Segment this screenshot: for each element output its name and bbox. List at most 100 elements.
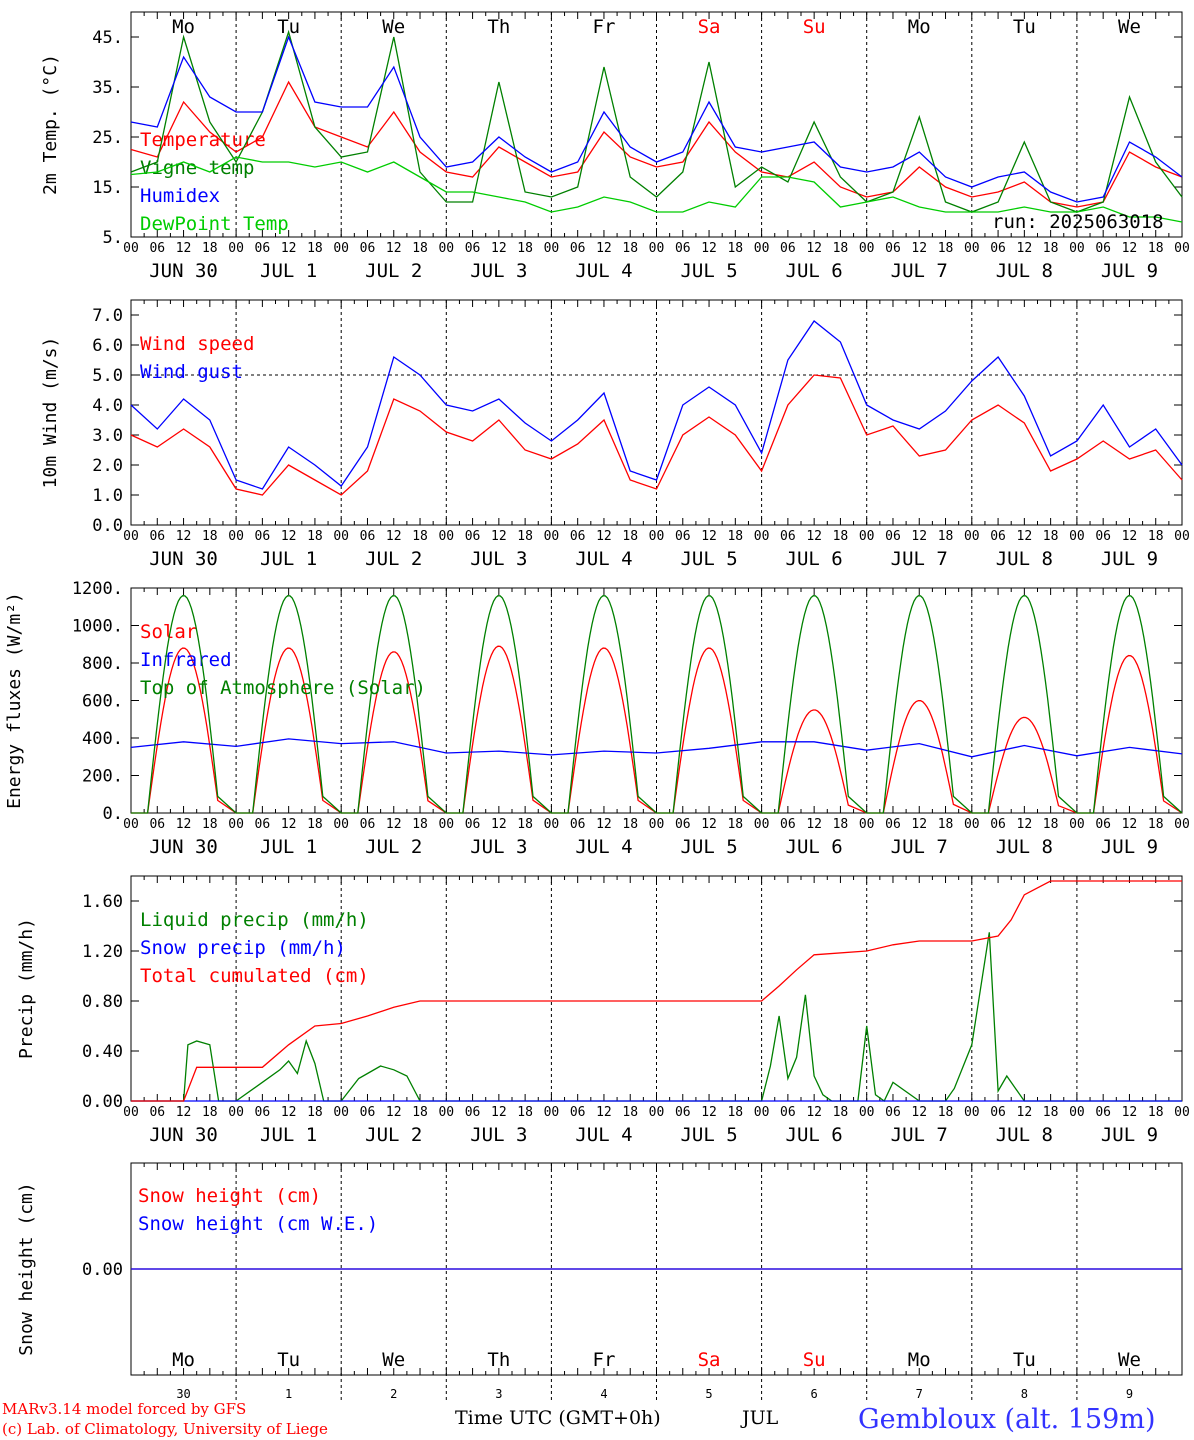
hour-tick-label: 12 [281,1105,297,1120]
hour-tick-label: 12 [701,1105,717,1120]
hour-tick-label: 18 [833,1105,849,1120]
y-tick-label: 400. [82,729,123,749]
hour-tick-label: 06 [675,529,691,544]
hour-tick-label: 00 [1069,241,1085,256]
model-credit: MARv3.14 model forced by GFS [2,1400,246,1418]
y-tick-label: 4.0 [92,396,123,416]
hour-tick-label: 12 [1017,529,1033,544]
panel-snow: 0.00 Snow height (cm) Snow height (cm) Snow… [16,1162,1183,1401]
panel-temperature: 5. 15. 25. 35. 45. 2m Temp. (°C) Temperature Vi… [40,11,1190,282]
series-line-0 [130,374,1183,496]
hour-tick-label: 18 [622,1105,638,1120]
hour-tick-label: 12 [1017,817,1033,832]
weekday-label: Sa [698,1349,721,1371]
hour-tick-label: 06 [990,1105,1006,1120]
legend-entry: Vigne temp [140,157,254,179]
hour-tick-label: 06 [990,241,1006,256]
legend-entry: DewPoint Temp [140,213,289,235]
hour-tick-label: 00 [544,817,560,832]
hour-tick-label: 06 [885,241,901,256]
y-tick-label: 3.0 [92,426,123,446]
date-label: JUL 4 [575,1124,632,1146]
hour-tick-label: 12 [596,817,612,832]
hour-tick-label: 00 [754,241,770,256]
hour-tick-label: 12 [281,241,297,256]
y-axis-label: Precip (mm/h) [16,918,37,1059]
legend-entry: Top of Atmosphere (Solar) [140,677,426,699]
hour-tick-label: 18 [727,529,743,544]
weekday-label: Su [803,1349,826,1371]
hour-tick-label: 12 [1122,817,1138,832]
hour-tick-label: 18 [307,529,323,544]
hour-tick-label: 18 [938,1105,954,1120]
hour-tick-label: 18 [517,817,533,832]
weekday-label: Tu [1013,16,1036,38]
hour-tick-label: 06 [1095,1105,1111,1120]
y-tick-label: 6.0 [92,336,123,356]
hour-tick-label: 18 [1148,1105,1164,1120]
date-label: JUL 2 [365,836,422,858]
legend-entry: Temperature [140,129,266,151]
hour-tick-label: 00 [649,241,665,256]
weekday-label: Th [487,16,510,38]
hour-tick-label: 18 [307,241,323,256]
weekday-label: Tu [277,1349,300,1371]
hour-tick-label: 00 [964,241,980,256]
hour-tick-label: 00 [228,1105,244,1120]
hour-tick-label: 00 [228,817,244,832]
legend-entry: Wind gust [140,361,243,383]
y-axis-label: 2m Temp. (°C) [40,54,61,195]
hour-tick-label: 12 [596,529,612,544]
date-label: JUL 2 [365,1124,422,1146]
legend-entry: Humidex [140,185,220,207]
y-tick-label: 5.0 [92,366,123,386]
hour-tick-label: 00 [859,241,875,256]
date-label: JUN 30 [149,260,218,282]
hour-tick-label: 06 [149,817,165,832]
y-tick-label: 1000. [72,617,123,637]
y-tick-label: 1.0 [92,486,123,506]
hour-tick-label: 18 [938,241,954,256]
date-label: JUN 30 [149,836,218,858]
date-label: JUL 3 [470,548,527,570]
hour-tick-label: 06 [255,1105,271,1120]
hour-tick-label: 18 [727,817,743,832]
date-label: JUL 6 [786,836,843,858]
day-number-label: 6 [811,1387,818,1401]
date-label: JUL 6 [786,260,843,282]
hour-tick-label: 18 [938,529,954,544]
date-label: JUL 5 [680,260,737,282]
day-number-label: 4 [600,1387,607,1401]
date-label: JUL 4 [575,836,632,858]
weekday-label: We [1118,1349,1141,1371]
date-label: JUL 8 [996,260,1053,282]
hour-tick-label: 12 [1122,529,1138,544]
hour-tick-label: 06 [1095,529,1111,544]
hour-tick-label: 18 [1043,241,1059,256]
copyright-credit: (c) Lab. of Climatology, University of L… [2,1420,328,1438]
hour-tick-label: 00 [123,817,139,832]
y-tick-label: 0.80 [82,992,123,1012]
hour-tick-label: 00 [333,1105,349,1120]
date-label: JUL 4 [575,548,632,570]
time-axis-label: Time UTC (GMT+0h) [455,1407,661,1429]
hour-tick-label: 00 [754,1105,770,1120]
series-line-2 [131,880,1182,1102]
hour-tick-label: 18 [1043,817,1059,832]
weekday-label: Th [487,1349,510,1371]
hour-tick-label: 12 [806,1105,822,1120]
hour-tick-label: 18 [622,241,638,256]
hour-tick-label: 00 [438,817,454,832]
hour-tick-label: 00 [649,817,665,832]
hour-tick-label: 06 [465,817,481,832]
plot-frame [130,587,1183,814]
date-label: JUL 5 [680,548,737,570]
day-number-label: 9 [1126,1387,1133,1401]
day-number-label: 8 [1021,1387,1028,1401]
y-tick-label: 1.20 [82,942,123,962]
legend-entry: Liquid precip (mm/h) [140,909,369,931]
hour-tick-label: 06 [570,529,586,544]
hour-tick-label: 00 [123,241,139,256]
hour-tick-label: 00 [438,529,454,544]
